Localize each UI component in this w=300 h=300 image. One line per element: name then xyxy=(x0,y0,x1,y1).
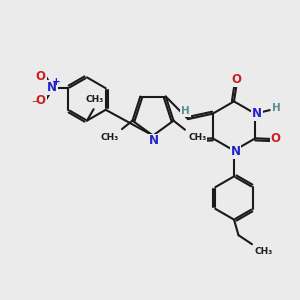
Text: CH₃: CH₃ xyxy=(188,133,207,142)
Text: H: H xyxy=(181,106,190,116)
Text: O: O xyxy=(231,73,242,86)
Text: CH₃: CH₃ xyxy=(100,133,118,142)
Text: O: O xyxy=(271,132,281,146)
Text: H: H xyxy=(272,103,281,113)
Text: CH₃: CH₃ xyxy=(254,247,273,256)
Text: CH₃: CH₃ xyxy=(85,95,103,104)
Text: O: O xyxy=(36,70,46,83)
Text: N: N xyxy=(148,134,159,148)
Text: +: + xyxy=(52,77,61,87)
Text: O: O xyxy=(187,132,197,146)
Text: N: N xyxy=(230,145,241,158)
Text: N: N xyxy=(47,81,57,94)
Text: O: O xyxy=(36,94,46,107)
Text: ⁻: ⁻ xyxy=(32,98,38,111)
Text: N: N xyxy=(252,106,262,120)
